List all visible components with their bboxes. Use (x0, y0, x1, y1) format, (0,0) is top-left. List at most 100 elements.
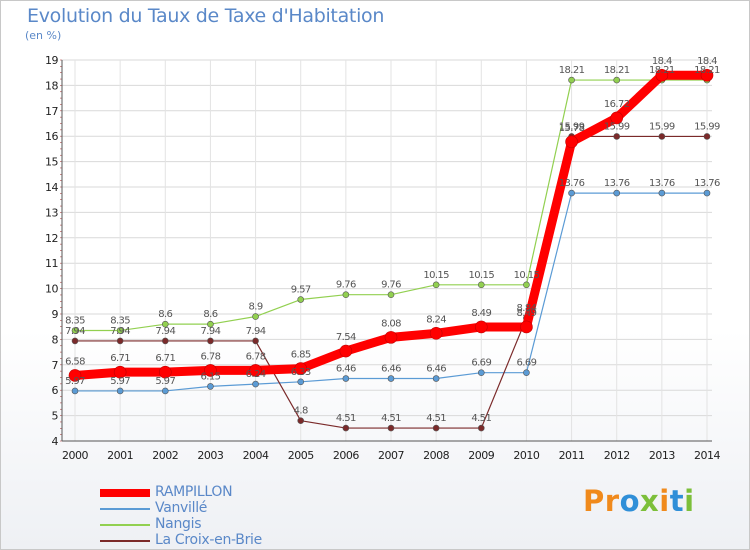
legend-swatch (100, 489, 150, 497)
x-tick-label: 2014 (694, 449, 720, 462)
data-label-nangis: 18.21 (559, 65, 585, 76)
data-label-vanvill-: 13.76 (649, 178, 675, 189)
legend-swatch (100, 508, 150, 510)
data-label-rampillon: 7.54 (336, 332, 356, 343)
data-point-nangis (477, 281, 485, 289)
data-point-la-croix-en-brie (207, 337, 214, 345)
logo-letter: i (659, 484, 670, 518)
data-point-nangis (116, 327, 124, 334)
logo-letter: t (669, 484, 685, 518)
data-label-la-croix-en-brie: 7.94 (246, 326, 266, 337)
data-point-rampillon (68, 369, 82, 382)
data-label-la-croix-en-brie: 15.99 (649, 121, 675, 132)
data-label-rampillon: 8.49 (471, 308, 491, 319)
data-label-la-croix-en-brie: 8.84 (516, 303, 536, 314)
data-point-vanvill- (477, 369, 485, 376)
data-point-nangis (297, 296, 305, 303)
data-point-la-croix-en-brie (658, 133, 666, 140)
x-tick-label: 2004 (243, 449, 269, 462)
legend-label: RAMPILLON (155, 484, 233, 500)
data-point-la-croix-en-brie (161, 337, 169, 345)
data-point-nangis (568, 76, 575, 84)
data-label-vanvill-: 5.97 (65, 376, 85, 387)
data-label-rampillon: 6.58 (65, 356, 85, 367)
data-point-rampillon (700, 68, 714, 82)
data-label-rampillon: 18.4 (652, 56, 672, 67)
y-tick-label: 8 (52, 333, 59, 346)
data-point-la-croix-en-brie (71, 337, 79, 345)
data-point-rampillon (474, 320, 488, 334)
legend-swatch (100, 540, 150, 542)
data-point-rampillon (610, 111, 624, 125)
data-point-vanvill- (342, 375, 350, 382)
y-tick-label: 9 (52, 308, 59, 321)
data-label-la-croix-en-brie: 15.99 (559, 121, 585, 132)
x-tick-label: 2011 (559, 449, 585, 462)
data-label-la-croix-en-brie: 4.51 (381, 413, 401, 424)
data-label-nangis: 10.15 (468, 270, 494, 281)
data-label-rampillon: 15.78 (559, 123, 585, 134)
data-point-vanvill- (658, 189, 666, 197)
data-point-vanvill- (523, 369, 530, 376)
data-point-nangis (71, 327, 79, 334)
data-point-vanvill- (432, 375, 440, 382)
data-point-rampillon (429, 327, 443, 340)
data-label-nangis: 10.15 (423, 270, 449, 281)
data-point-rampillon (158, 365, 172, 379)
y-tick-label: 5 (52, 410, 59, 423)
data-point-rampillon (113, 365, 127, 379)
x-tick-label: 2008 (423, 449, 449, 462)
chart-data-labels: 5.97 5.97 5.97 6.15 6.24 6.33 6.46 6.46 6.46 6.69… (65, 56, 721, 424)
x-tick-label: 2012 (604, 449, 630, 462)
y-tick-label: 10 (45, 283, 58, 296)
data-label-vanvill-: 6.24 (246, 369, 266, 380)
y-tick-label: 4 (52, 435, 59, 448)
data-point-rampillon (339, 344, 353, 358)
data-label-vanvill-: 5.97 (110, 376, 130, 387)
y-tick-label: 6 (52, 384, 59, 397)
y-tick-label: 13 (45, 206, 58, 219)
data-label-la-croix-en-brie: 15.99 (604, 121, 630, 132)
data-label-vanvill-: 6.33 (291, 367, 311, 378)
data-point-la-croix-en-brie (477, 424, 485, 432)
data-point-nangis (161, 320, 169, 328)
data-point-nangis (613, 76, 621, 84)
data-point-rampillon (294, 362, 308, 375)
data-label-vanvill-: 13.76 (604, 178, 630, 189)
data-point-rampillon (249, 364, 262, 377)
data-point-vanvill- (207, 383, 214, 390)
data-label-rampillon: 6.71 (155, 353, 175, 364)
data-label-vanvill-: 13.76 (559, 178, 585, 189)
data-point-la-croix-en-brie (613, 133, 621, 140)
y-tick-label: 19 (45, 54, 58, 67)
data-label-rampillon: 6.85 (291, 350, 311, 361)
x-tick-label: 2010 (513, 449, 539, 462)
data-point-la-croix-en-brie (116, 337, 124, 345)
data-label-vanvill-: 6.15 (200, 371, 220, 382)
data-point-nangis (342, 291, 350, 298)
data-label-rampillon: 8.08 (381, 318, 401, 329)
data-point-rampillon (384, 331, 398, 344)
data-label-la-croix-en-brie: 7.94 (155, 326, 175, 337)
y-tick-label: 17 (45, 105, 58, 118)
data-label-rampillon: 8.24 (426, 314, 446, 325)
logo-letter: i (684, 484, 695, 518)
y-tick-label: 14 (45, 181, 58, 194)
data-point-la-croix-en-brie (252, 337, 259, 345)
data-label-rampillon: 18.4 (697, 56, 717, 67)
data-label-vanvill-: 13.76 (694, 178, 720, 189)
data-label-nangis: 9.76 (336, 280, 356, 291)
data-label-nangis: 18.21 (694, 65, 720, 76)
data-point-vanvill- (568, 189, 575, 197)
y-tick-label: 12 (45, 232, 58, 245)
data-point-rampillon (520, 320, 533, 334)
data-label-la-croix-en-brie: 4.51 (471, 413, 491, 424)
data-point-vanvill- (161, 387, 169, 395)
x-tick-label: 2005 (288, 449, 314, 462)
data-label-rampillon: 6.78 (246, 351, 266, 362)
logo-letter: x (640, 484, 660, 518)
x-tick-label: 2000 (62, 449, 88, 462)
data-point-nangis (523, 281, 530, 289)
x-tick-label: 2013 (649, 449, 675, 462)
